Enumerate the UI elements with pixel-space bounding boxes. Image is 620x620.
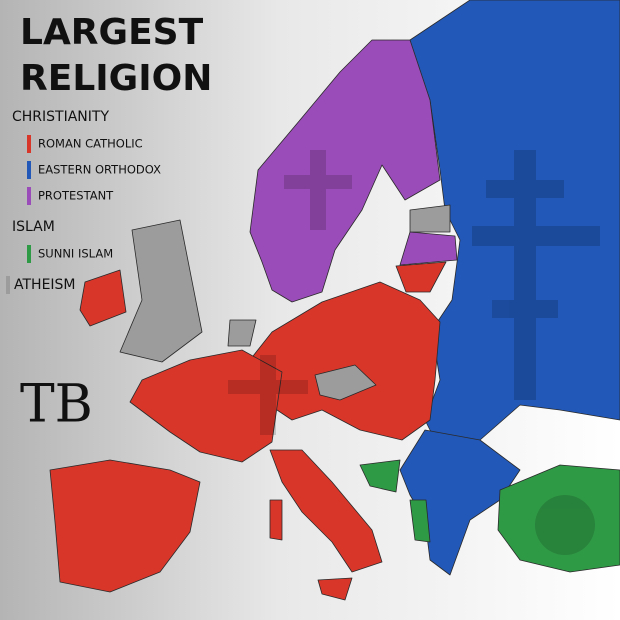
catholic-sardinia — [269, 499, 283, 541]
atheism-britain — [119, 219, 203, 363]
logo: TB — [20, 375, 93, 435]
legend-swatch — [6, 276, 10, 294]
catholic-italy — [269, 449, 383, 573]
protestant-north — [249, 39, 441, 303]
catholic-ireland — [79, 269, 127, 327]
atheism-netherlands — [227, 319, 257, 347]
symbol-overlays — [228, 150, 600, 555]
legend-group: CHRISTIANITY — [12, 109, 109, 125]
protestant-baltic — [399, 231, 458, 266]
legend-swatch — [27, 161, 31, 179]
legend-item: SUNNI ISLAM — [38, 247, 113, 261]
legend: LARGEST RELIGION CHRISTIANITY ROMAN CATHO… — [6, 12, 212, 294]
catholic-sicily — [317, 577, 353, 601]
islam-turkey — [497, 464, 620, 573]
atheism-estonia — [409, 204, 451, 233]
legend-item: EASTERN ORTHODOX — [38, 163, 161, 177]
legend-swatch — [27, 135, 31, 153]
legend-item: PROTESTANT — [38, 189, 114, 203]
legend-swatch — [27, 245, 31, 263]
title: RELIGION — [20, 58, 212, 99]
legend-item: ROMAN CATHOLIC — [38, 137, 143, 151]
legend-group: ISLAM — [12, 219, 55, 235]
legend-swatch — [27, 187, 31, 205]
catholic-france — [129, 349, 283, 463]
catholic-iberia — [49, 459, 201, 593]
islam-bosnia — [359, 459, 401, 493]
title: LARGEST — [20, 12, 204, 53]
legend-group: ATHEISM — [14, 277, 76, 293]
islam-albania — [409, 499, 431, 543]
atheism-czechia — [314, 364, 377, 401]
regions — [49, 0, 620, 601]
catholic-lithuania — [395, 261, 447, 293]
